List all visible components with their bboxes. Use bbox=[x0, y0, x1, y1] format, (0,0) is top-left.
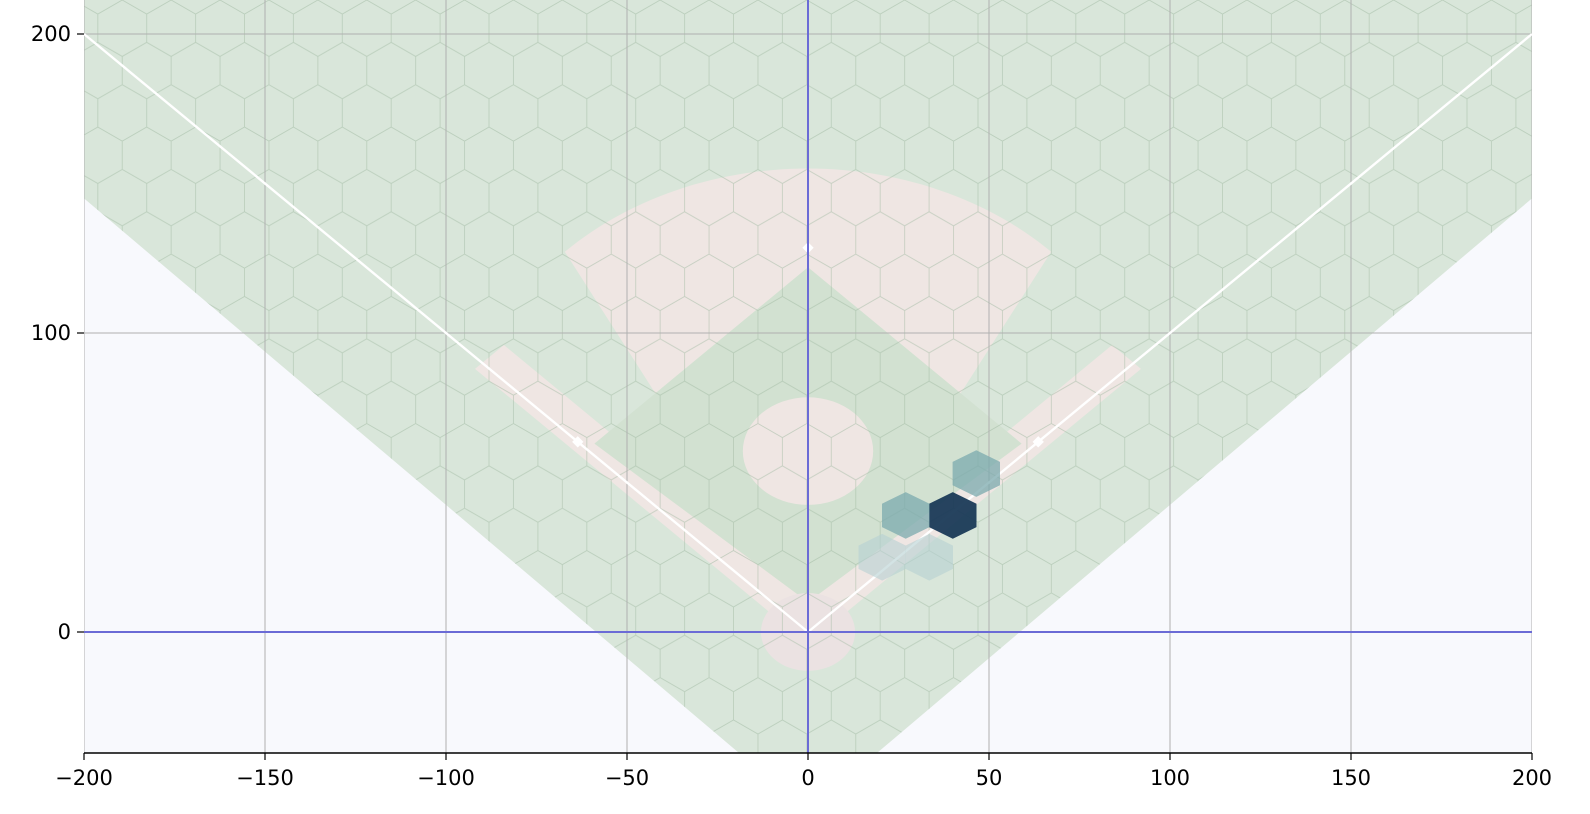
x-tick-label: −100 bbox=[417, 766, 475, 790]
hexbin-cell bbox=[858, 533, 906, 581]
y-axis-ticks: 0 100 200 bbox=[31, 22, 84, 644]
x-axis-ticks: −200 −150 −100 −50 0 50 100 150 200 bbox=[55, 753, 1552, 790]
first-base bbox=[1032, 436, 1044, 448]
hexbin-cells bbox=[858, 450, 1000, 581]
left-foul-line bbox=[84, 33, 809, 633]
third-base bbox=[572, 436, 584, 448]
hexbin-cell bbox=[905, 533, 953, 581]
hexbin-cell bbox=[882, 492, 930, 539]
hexbin-cell bbox=[929, 492, 977, 539]
x-tick-label: −150 bbox=[236, 766, 294, 790]
y-tick-label: 100 bbox=[31, 321, 71, 345]
x-tick-label: 50 bbox=[976, 766, 1003, 790]
y-tick-label: 0 bbox=[58, 620, 71, 644]
hexbin-cell bbox=[952, 450, 1000, 497]
bases bbox=[572, 242, 1044, 448]
reference-lines bbox=[84, 0, 1532, 753]
x-tick-label: 150 bbox=[1331, 766, 1371, 790]
right-foul-line bbox=[807, 33, 1532, 633]
x-tick-label: 0 bbox=[801, 766, 814, 790]
y-tick-label: 200 bbox=[31, 22, 71, 46]
x-tick-label: −50 bbox=[605, 766, 649, 790]
x-tick-label: −200 bbox=[55, 766, 113, 790]
x-tick-label: 200 bbox=[1512, 766, 1552, 790]
x-tick-label: 100 bbox=[1150, 766, 1190, 790]
